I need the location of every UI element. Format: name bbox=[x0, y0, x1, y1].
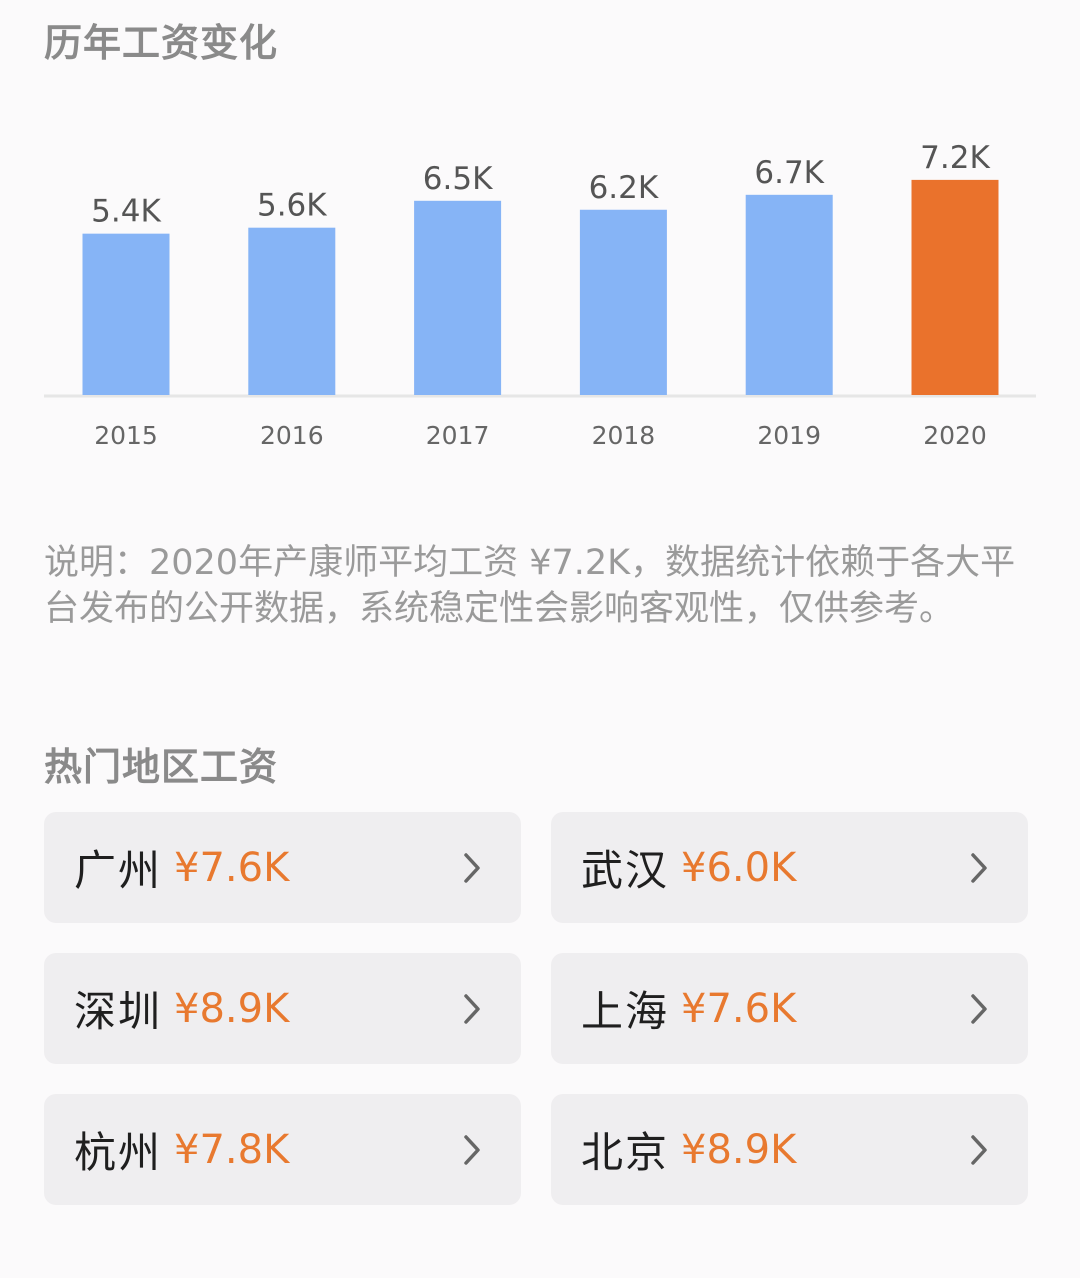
salary-history-chart-svg: 5.4K 2015 5.6K 2016 6.5K 2017 6.2K 2018 6.7K 2019… bbox=[44, 140, 1036, 450]
regional-salary-title: 热门地区工资 bbox=[44, 745, 279, 789]
bar-value-label-2020: 7.2K bbox=[920, 140, 990, 176]
x-tick-label-2016: 2016 bbox=[260, 421, 324, 450]
region-city: 杭州 bbox=[74, 1128, 163, 1177]
bar-2017 bbox=[414, 200, 502, 395]
regional-salary-grid: 广州 ¥7.6K 武汉 ¥6.0K 深圳 ¥8.9K 上海 ¥7.6K 杭州 ¥… bbox=[44, 812, 1028, 1205]
bar-value-label-2017: 6.5K bbox=[423, 161, 493, 197]
region-salary: ¥7.6K bbox=[174, 844, 290, 891]
bar-value-label-2015: 5.4K bbox=[91, 194, 161, 230]
salary-history-title: 历年工资变化 bbox=[44, 21, 279, 65]
bar-2019 bbox=[745, 194, 833, 395]
region-card-guangzhou[interactable]: 广州 ¥7.6K bbox=[44, 812, 521, 923]
region-city: 上海 bbox=[581, 987, 670, 1036]
bar-2020 bbox=[911, 179, 999, 395]
salary-history-chart: 5.4K 2015 5.6K 2016 6.5K 2017 6.2K 2018 6.7K 2019… bbox=[0, 100, 1080, 480]
bar-value-label-2018: 6.2K bbox=[589, 170, 659, 206]
x-tick-label-2015: 2015 bbox=[94, 421, 158, 450]
chevron-right-icon bbox=[459, 992, 485, 1026]
bar-value-label-2016: 5.6K bbox=[257, 188, 327, 224]
chevron-right-icon bbox=[459, 851, 485, 885]
region-salary: ¥7.8K bbox=[174, 1126, 290, 1173]
region-salary: ¥7.6K bbox=[681, 985, 797, 1032]
region-salary: ¥8.9K bbox=[681, 1126, 797, 1173]
region-salary: ¥6.0K bbox=[681, 844, 797, 891]
x-tick-label-2017: 2017 bbox=[426, 421, 490, 450]
bar-2015 bbox=[82, 233, 170, 395]
bar-2016 bbox=[248, 227, 336, 395]
x-tick-label-2019: 2019 bbox=[757, 421, 821, 450]
region-city: 武汉 bbox=[581, 846, 670, 895]
region-city: 深圳 bbox=[74, 987, 163, 1036]
bar-value-label-2019: 6.7K bbox=[754, 155, 824, 191]
chevron-right-icon bbox=[966, 992, 992, 1026]
region-card-shenzhen[interactable]: 深圳 ¥8.9K bbox=[44, 953, 521, 1064]
bar-2018 bbox=[579, 209, 667, 395]
region-card-wuhan[interactable]: 武汉 ¥6.0K bbox=[551, 812, 1028, 923]
region-card-shanghai[interactable]: 上海 ¥7.6K bbox=[551, 953, 1028, 1064]
chevron-right-icon bbox=[459, 1133, 485, 1167]
chevron-right-icon bbox=[966, 1133, 992, 1167]
region-city: 广州 bbox=[74, 846, 163, 895]
salary-note: 说明：2020年产康师平均工资 ¥7.2K，数据统计依赖于各大平台发布的公开数据… bbox=[44, 543, 1016, 629]
x-tick-label-2018: 2018 bbox=[592, 421, 656, 450]
chevron-right-icon bbox=[966, 851, 992, 885]
x-tick-label-2020: 2020 bbox=[923, 421, 987, 450]
region-salary: ¥8.9K bbox=[174, 985, 290, 1032]
region-card-hangzhou[interactable]: 杭州 ¥7.8K bbox=[44, 1094, 521, 1205]
region-city: 北京 bbox=[581, 1128, 670, 1177]
region-card-beijing[interactable]: 北京 ¥8.9K bbox=[551, 1094, 1028, 1205]
